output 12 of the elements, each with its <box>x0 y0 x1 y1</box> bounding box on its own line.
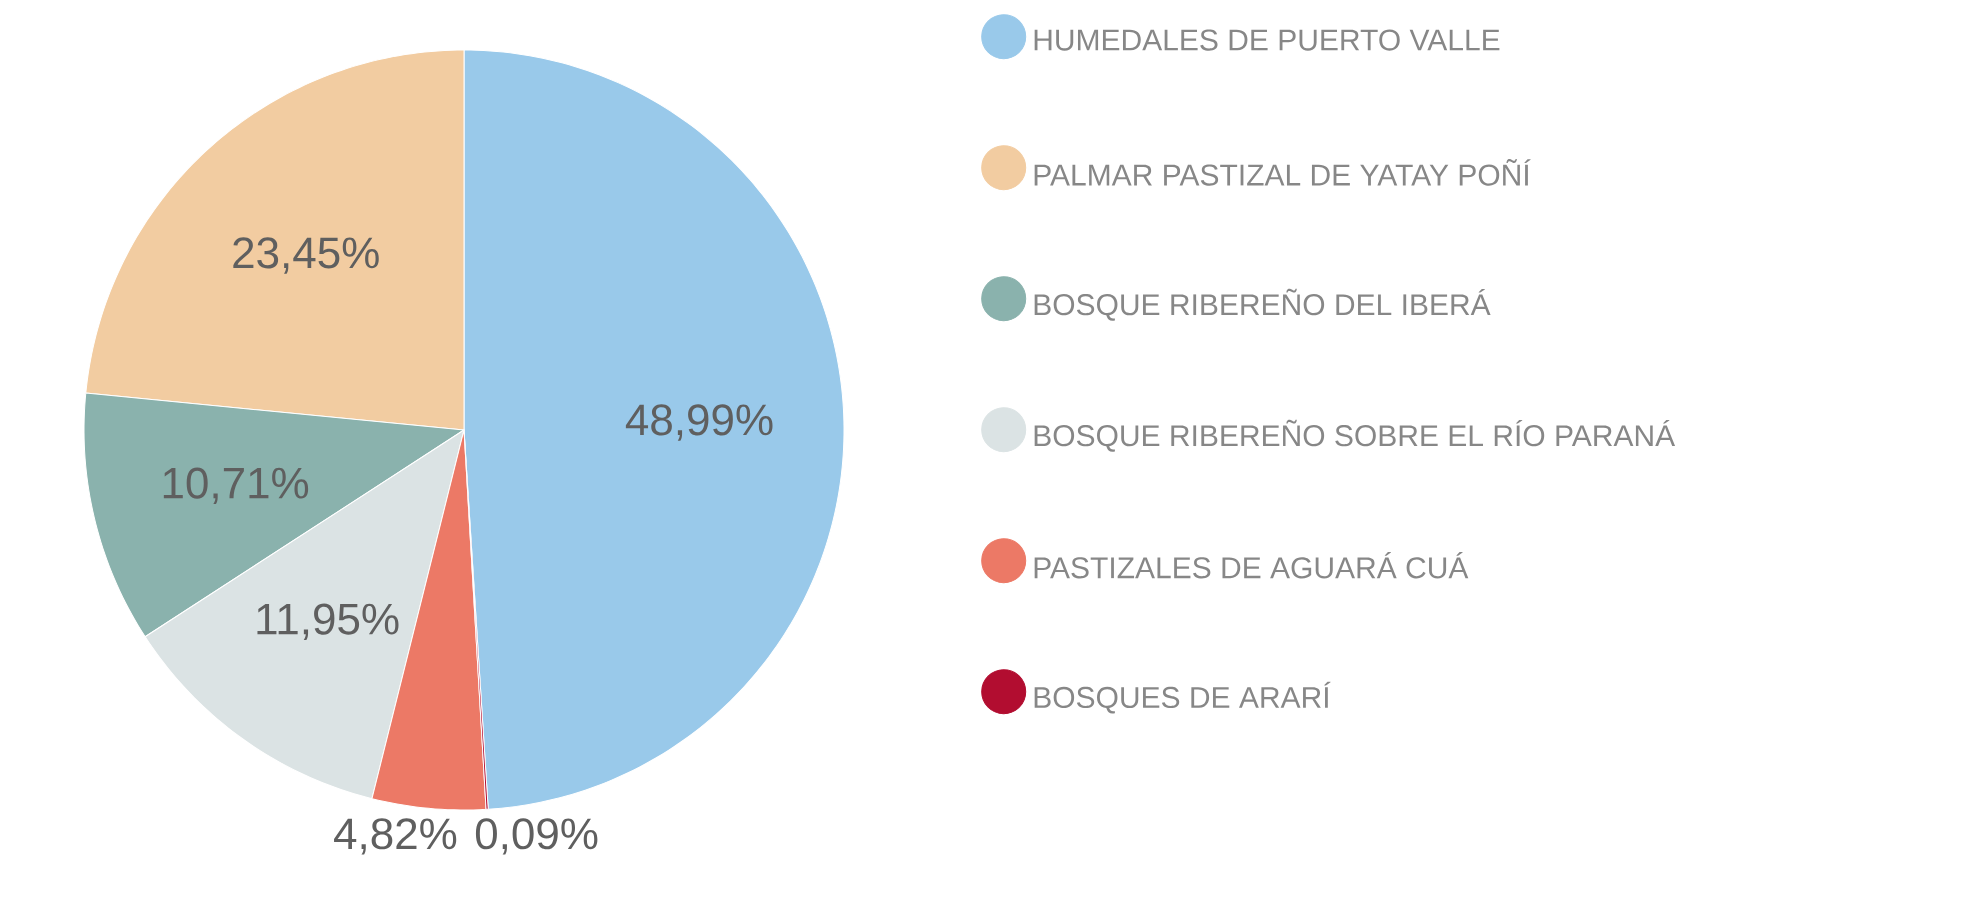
legend-label: PASTIZALES DE AGUARÁ CUÁ <box>1034 552 1469 579</box>
legend-label: BOSQUE RIBEREÑO SOBRE EL RÍO PARANÁ <box>1034 419 1676 452</box>
data-label: 11,95% <box>257 603 399 640</box>
data-label: 0,09% <box>475 818 598 855</box>
legend-label: BOSQUES DE ARARÍ <box>1034 681 1331 714</box>
data-label: 4,82% <box>334 818 457 855</box>
legend-label: HUMEDALES DE PUERTO VALLE <box>1034 29 1500 51</box>
legend-label: BOSQUE RIBEREÑO DEL IBERÁ <box>1034 288 1491 321</box>
data-label: 48,99% <box>625 404 773 441</box>
data-label: 10,71% <box>163 467 309 504</box>
legend-label: PALMAR PASTIZAL DE YATAY POÑÍ <box>1034 159 1531 186</box>
data-label: 23,45% <box>233 237 379 274</box>
